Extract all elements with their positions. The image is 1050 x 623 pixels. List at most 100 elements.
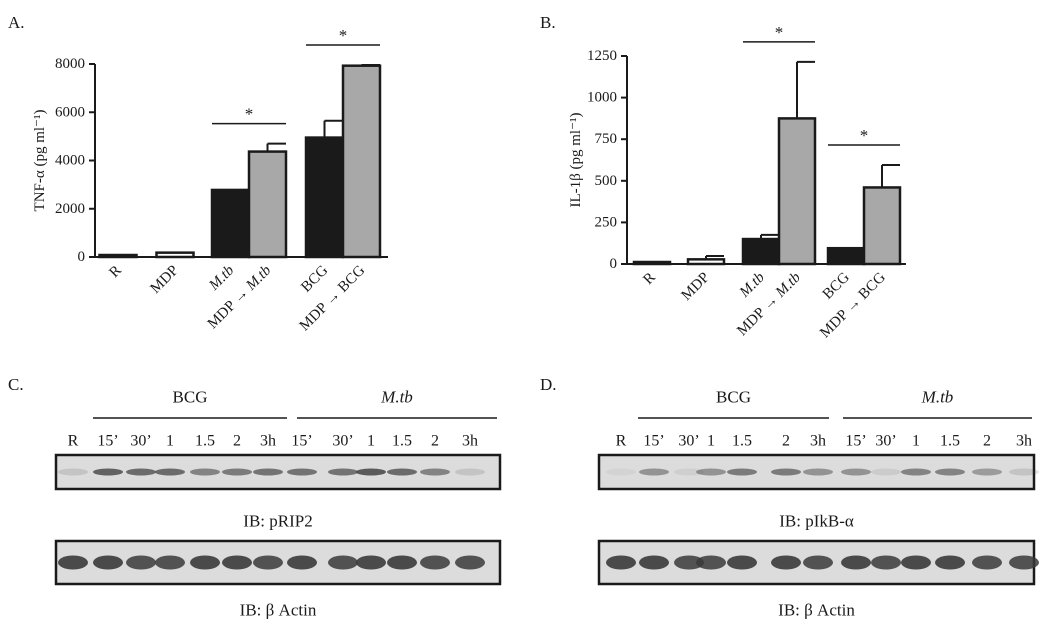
panel-c-western-blot: C. BCG M.tb R 15’ 30’ 1 1.5 2 3h 15’ 30’ 1 1.5 2 3h IB: …	[8, 375, 502, 620]
blot-band	[841, 468, 871, 476]
x-tick-label: M.tb	[206, 262, 238, 294]
blot-caption-top: IB: pRIP2	[243, 512, 312, 531]
group-label: BCG	[716, 388, 751, 407]
y-tick-label: 1000	[587, 90, 617, 106]
group-label: M.tb	[921, 388, 954, 407]
y-tick-label: 6000	[55, 104, 85, 120]
significance-star: *	[775, 23, 784, 42]
blot-band	[871, 555, 901, 570]
bar	[247, 150, 288, 259]
panel-d-western-blot: D. BCG M.tb R 15’ 30’ 1 1.5 2 3h 15’ 30’ 1 1.5 2 3h IB: …	[540, 375, 1039, 620]
panel-label: C.	[8, 375, 24, 394]
bar	[741, 237, 781, 266]
x-tick-label: R	[640, 270, 658, 288]
bar	[826, 246, 866, 266]
lane-label: 1.5	[392, 433, 412, 450]
blot-band	[420, 468, 450, 476]
y-tick-label: 750	[595, 131, 618, 147]
blot-band	[696, 468, 726, 476]
blot-band	[972, 555, 1002, 570]
lane-label: 15’	[643, 433, 664, 450]
panel-label: B.	[540, 13, 556, 32]
blot-caption-bottom: IB: β Actin	[240, 601, 317, 620]
blot-band	[328, 468, 358, 476]
x-tick-label: MDP → M.tb	[734, 269, 804, 339]
blot-band	[222, 468, 252, 476]
lane-label: 1.5	[195, 433, 215, 450]
y-tick-label: 8000	[55, 56, 85, 72]
blot-band	[803, 468, 833, 476]
lane-label: 1	[707, 433, 715, 450]
x-tick-label: MDP	[679, 270, 713, 304]
x-tick-label: M.tb	[736, 269, 768, 301]
blot-band	[871, 468, 901, 476]
blot-band	[771, 468, 801, 476]
blot-band	[253, 468, 283, 476]
blot-band	[771, 555, 801, 570]
blot-caption-bottom: IB: β Actin	[778, 601, 855, 620]
blot-band	[727, 468, 757, 476]
x-tick-label: BCG	[298, 262, 331, 295]
blot-band	[972, 468, 1002, 476]
blot-band	[674, 555, 704, 570]
bar	[862, 186, 902, 266]
blot-band	[222, 555, 252, 570]
blot-band	[841, 555, 871, 570]
blot-band	[696, 555, 726, 570]
bar	[155, 251, 195, 259]
x-tick-label: MDP → BCG	[297, 262, 369, 334]
blot-band	[455, 468, 485, 476]
blot-band	[287, 555, 317, 570]
lane-label: 1.5	[732, 433, 752, 450]
bar	[686, 258, 726, 266]
blot-caption-top: IB: pIkB-α	[779, 512, 854, 531]
blot-band	[420, 555, 450, 570]
blot-band	[803, 555, 833, 570]
blot-band	[155, 555, 185, 570]
blot-band	[126, 555, 156, 570]
x-tick-label: R	[106, 263, 124, 281]
lane-label: R	[68, 433, 79, 450]
y-tick-label: 0	[610, 256, 618, 272]
blot-band	[93, 555, 123, 570]
bar	[210, 188, 251, 259]
lane-label: 1	[912, 433, 920, 450]
significance-star: *	[860, 126, 869, 145]
blot-band	[287, 468, 317, 476]
lane-label: 2	[983, 433, 991, 450]
y-tick-label: 4000	[55, 153, 85, 169]
blot-band	[328, 555, 358, 570]
lane-label: 15’	[97, 433, 118, 450]
y-tick-label: 0	[78, 249, 86, 265]
lane-label: 2	[233, 433, 241, 450]
y-axis-label: IL-1β (pg ml⁻¹)	[568, 112, 584, 207]
x-tick-label: MDP	[148, 263, 182, 297]
blot-band	[387, 468, 417, 476]
bar	[98, 253, 138, 259]
lane-label: 1	[166, 433, 174, 450]
blot-band	[190, 468, 220, 476]
y-tick-label: 250	[595, 214, 618, 230]
blot-band	[387, 555, 417, 570]
blot-band	[455, 555, 485, 570]
blot-band	[1009, 468, 1039, 476]
y-tick-label: 2000	[55, 201, 85, 217]
lane-label: 30’	[332, 433, 353, 450]
significance-star: *	[339, 26, 348, 45]
lane-label: 30’	[678, 433, 699, 450]
blot-band	[727, 555, 757, 570]
bar	[304, 136, 345, 259]
blot-band	[935, 555, 965, 570]
blot-band	[639, 468, 669, 476]
lane-label: 1.5	[940, 433, 960, 450]
blot-band	[935, 468, 965, 476]
bar	[777, 117, 817, 266]
blot-band	[356, 468, 386, 476]
blot-band	[155, 468, 185, 476]
blot-band	[58, 555, 88, 570]
panel-b-bar-chart: B. 0 250 500 750 1000 1250 IL-1β (pg ml⁻¹) R MDP M…	[540, 13, 906, 341]
bar	[341, 64, 382, 259]
blot-band	[253, 555, 283, 570]
panel-a-bar-chart: A. 0 2000 4000 6000 8000 TNF-α (pg ml⁻¹) R MDP M.…	[8, 13, 388, 334]
